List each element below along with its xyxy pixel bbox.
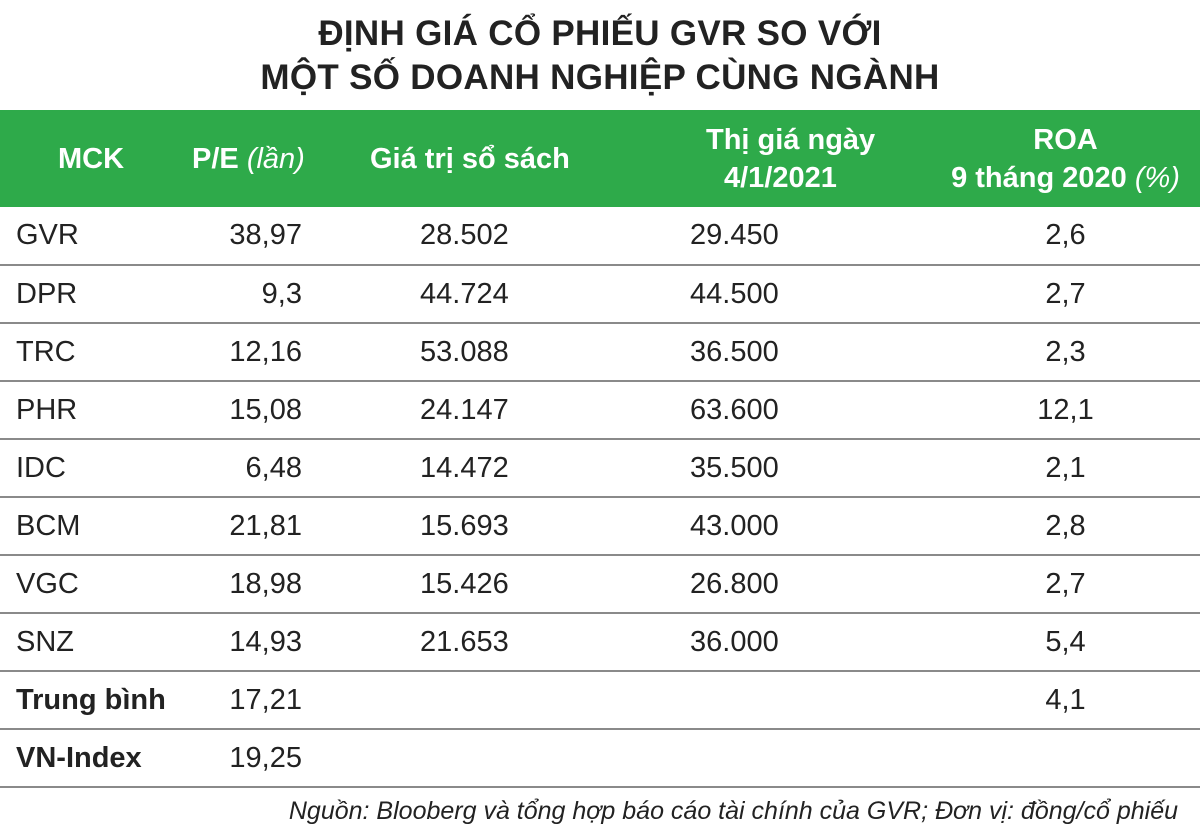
table-header: MCK P/E (lần) Giá trị sổ sách Thị giá ng… [0,110,1200,207]
summary-row-average: Trung bình 17,21 4,1 [0,671,1200,729]
cell-pe: 6,48 [245,451,302,484]
table-row: GVR 38,97 28.502 29.450 2,6 [0,207,1200,265]
title-line-2: MỘT SỐ DOANH NGHIỆP CÙNG NGÀNH [260,58,940,97]
cell-mck: DPR [16,277,78,310]
cell-book-value: 15.693 [420,509,509,542]
cell-mck: IDC [16,451,66,484]
cell-roa: 5,4 [1045,625,1086,658]
header-roa-period: 9 tháng 2020 [951,161,1127,194]
cell-mck: Trung bình [16,683,166,716]
cell-roa: 2,1 [1045,451,1086,484]
cell-price: 44.500 [690,277,779,310]
cell-roa [935,729,1200,787]
cell-book-value: 21.653 [420,625,509,658]
table-row: VGC 18,98 15.426 26.800 2,7 [0,555,1200,613]
header-price-line-1: Thị giá ngày [706,123,876,156]
summary-row-vnindex: VN-Index 19,25 [0,729,1200,787]
cell-pe: 21,81 [229,509,302,542]
cell-roa: 4,1 [1045,683,1086,716]
cell-price [630,729,935,787]
cell-roa: 2,7 [1045,567,1086,600]
cell-price: 43.000 [690,509,779,542]
cell-book-value: 53.088 [420,335,509,368]
cell-pe: 14,93 [229,625,302,658]
header-price: Thị giá ngày 4/1/2021 [630,110,935,207]
cell-mck: SNZ [16,625,74,658]
cell-mck: VN-Index [16,741,142,774]
cell-roa: 2,6 [1045,219,1086,251]
cell-pe: 15,08 [229,393,302,426]
cell-price: 63.600 [690,393,779,426]
header-roa: ROA 9 tháng 2020 (%) [935,110,1200,207]
cell-pe: 17,21 [229,683,302,716]
cell-price: 36.500 [690,335,779,368]
title-line-1: ĐỊNH GIÁ CỔ PHIẾU GVR SO VỚI [318,14,882,53]
table-row: SNZ 14,93 21.653 36.000 5,4 [0,613,1200,671]
cell-pe: 19,25 [229,741,302,774]
header-roa-line-2: 9 tháng 2020 (%) [935,159,1196,197]
valuation-table: MCK P/E (lần) Giá trị sổ sách Thị giá ng… [0,110,1200,788]
cell-pe: 38,97 [229,219,302,251]
table-row: PHR 15,08 24.147 63.600 12,1 [0,381,1200,439]
table-row: DPR 9,3 44.724 44.500 2,7 [0,265,1200,323]
cell-pe: 12,16 [229,335,302,368]
cell-price: 35.500 [690,451,779,484]
table-row: IDC 6,48 14.472 35.500 2,1 [0,439,1200,497]
cell-price: 29.450 [690,219,779,251]
table-title: ĐỊNH GIÁ CỔ PHIẾU GVR SO VỚI MỘT SỐ DOAN… [0,0,1200,110]
header-roa-unit: (%) [1134,161,1180,194]
cell-roa: 2,8 [1045,509,1086,542]
source-note: Nguồn: Blooberg và tổng hợp báo cáo tài … [288,797,1178,825]
cell-mck: GVR [16,219,79,251]
cell-mck: PHR [16,393,78,426]
header-pe-label: P/E [192,142,239,175]
header-book-value: Giá trị sổ sách [370,142,570,175]
cell-mck: TRC [16,335,76,368]
header-price-line-2: 4/1/2021 [724,161,837,194]
header-pe: P/E (lần) [190,110,340,207]
header-roa-line-1: ROA [1033,123,1098,156]
table-body: GVR 38,97 28.502 29.450 2,6 DPR 9,3 44.7… [0,207,1200,787]
table-row: BCM 21,81 15.693 43.000 2,8 [0,497,1200,555]
cell-price [630,671,935,729]
cell-pe: 18,98 [229,567,302,600]
header-row: MCK P/E (lần) Giá trị sổ sách Thị giá ng… [0,110,1200,207]
cell-roa: 2,7 [1045,277,1086,310]
table-row: TRC 12,16 53.088 36.500 2,3 [0,323,1200,381]
cell-book-value: 24.147 [420,393,509,426]
header-pe-unit: (lần) [246,142,305,175]
cell-book-value [340,671,630,729]
cell-book-value: 28.502 [420,219,509,251]
header-mck: MCK [58,142,125,175]
cell-mck: BCM [16,509,81,542]
cell-book-value: 14.472 [420,451,509,484]
cell-book-value: 44.724 [420,277,509,310]
cell-book-value [340,729,630,787]
cell-price: 36.000 [690,625,779,658]
cell-mck: VGC [16,567,79,600]
cell-book-value: 15.426 [420,567,509,600]
cell-roa: 2,3 [1045,335,1086,368]
cell-price: 26.800 [690,567,779,600]
cell-roa: 12,1 [1037,393,1094,426]
cell-pe: 9,3 [261,277,302,310]
